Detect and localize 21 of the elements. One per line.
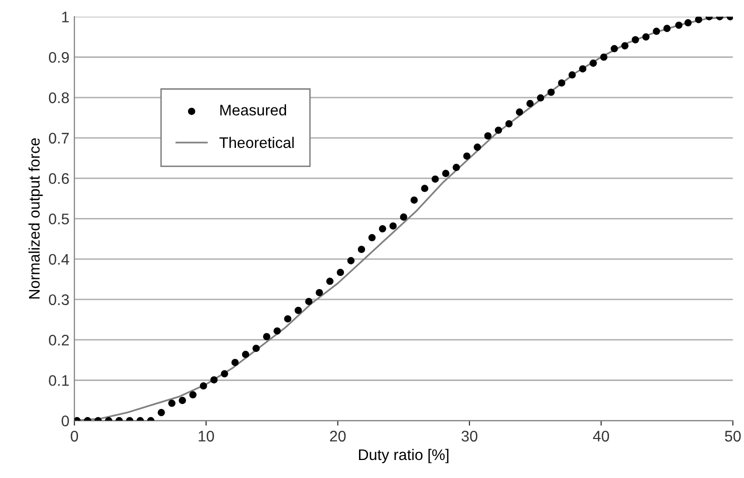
x-tick-label: 10 <box>198 430 214 442</box>
y-tick-label: 1 <box>62 12 69 22</box>
x-tick-label: 50 <box>724 430 741 442</box>
y-tick-label: 0 <box>62 416 69 426</box>
y-tick-label: 0.1 <box>48 375 69 386</box>
x-tick-label: 20 <box>330 430 346 442</box>
y-tick-label: 0.5 <box>48 214 69 224</box>
y-tick-label: 0.9 <box>48 52 69 63</box>
y-tick-label: 0.2 <box>48 334 69 346</box>
y-axis-title: Normalized output force <box>28 138 43 299</box>
x-tick-label: 40 <box>593 430 610 442</box>
x-tick-label: 30 <box>462 430 478 442</box>
y-tick-label: 0.7 <box>48 132 69 144</box>
x-axis-title: Duty ratio [%] <box>359 448 448 464</box>
y-tick-label: 0.6 <box>48 173 69 184</box>
legend-label: Measured <box>220 104 286 116</box>
legend-label: Theoretical <box>219 136 294 148</box>
x-tick-label: 0 <box>70 430 78 442</box>
y-tick-label: 0.4 <box>48 254 70 265</box>
y-tick-label: 0.3 <box>48 294 69 306</box>
y-tick-label: 0.8 <box>48 92 69 104</box>
